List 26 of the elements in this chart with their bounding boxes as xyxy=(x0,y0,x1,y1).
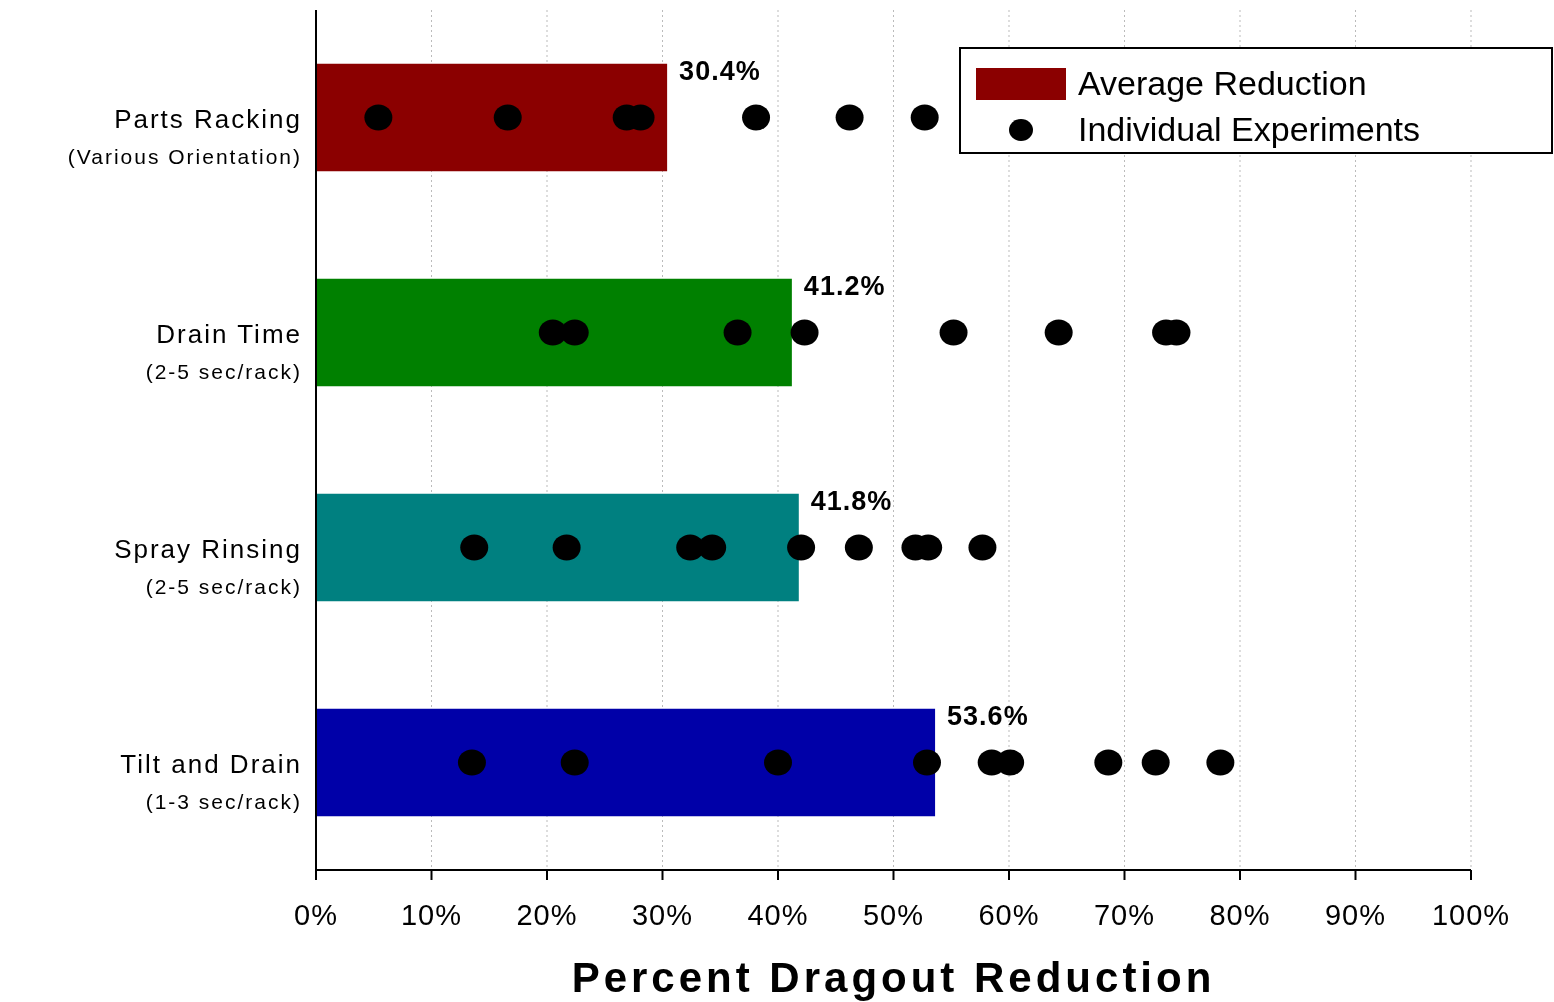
legend-label: Average Reduction xyxy=(1078,64,1367,102)
x-tick-label: 20% xyxy=(516,899,578,931)
bar xyxy=(316,278,792,387)
x-tick-label: 100% xyxy=(1431,899,1511,931)
data-label: 30.4% xyxy=(679,55,761,86)
bar xyxy=(316,708,936,817)
y-tick-label: Parts Racking (Various Orientation) xyxy=(67,103,302,168)
legend-label: Individual Experiments xyxy=(1078,110,1421,148)
y-tick-label: Spray Rinsing (2-5 sec/rack) xyxy=(114,533,302,598)
x-tick-label: 10% xyxy=(400,899,463,931)
x-tick-label: 60% xyxy=(978,899,1040,931)
y-tick-label: Tilt and Drain (1-3 sec/rack) xyxy=(120,748,302,813)
x-tick-label: 80% xyxy=(1209,899,1271,931)
x-tick-label: 70% xyxy=(1093,899,1156,931)
x-axis-title: Percent Dragout Reduction xyxy=(571,954,1216,1001)
bar xyxy=(316,63,668,172)
bar xyxy=(316,493,799,602)
x-tick-label: 50% xyxy=(862,899,925,931)
data-label: 41.2% xyxy=(803,270,886,301)
data-label: 41.8% xyxy=(810,485,893,516)
x-tick-label: 30% xyxy=(631,899,694,931)
x-tick-label: 90% xyxy=(1324,899,1387,931)
data-label: 53.6% xyxy=(947,700,1029,731)
x-tick-label: 0% xyxy=(294,899,338,931)
x-tick-label: 40% xyxy=(747,899,809,931)
y-tick-label: Drain Time (2-5 sec/rack) xyxy=(145,318,302,383)
